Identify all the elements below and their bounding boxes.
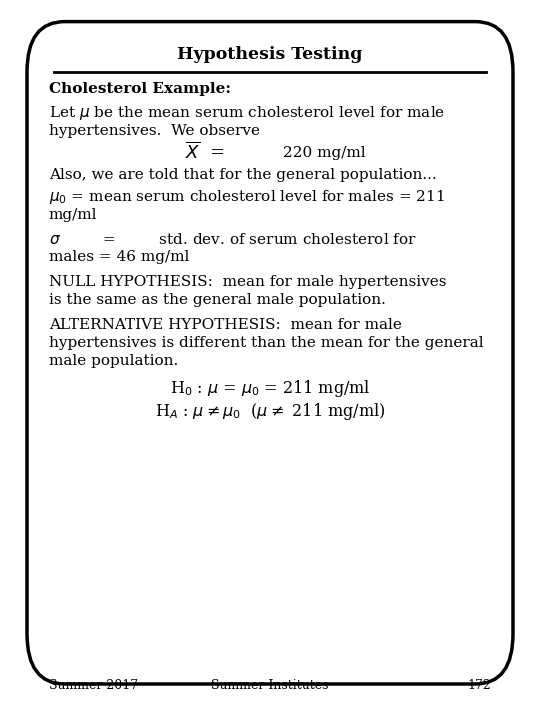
Text: Let $\mu$ be the mean serum cholesterol level for male: Let $\mu$ be the mean serum cholesterol … (49, 104, 445, 122)
Text: Summer Institutes: Summer Institutes (211, 679, 329, 692)
Text: $\overline{X}$  =: $\overline{X}$ = (185, 142, 225, 163)
Text: H$_0$ : $\mu$ = $\mu_0$ = 211 mg/ml: H$_0$ : $\mu$ = $\mu_0$ = 211 mg/ml (170, 378, 370, 400)
Text: is the same as the general male population.: is the same as the general male populati… (49, 293, 386, 307)
Text: mg/ml: mg/ml (49, 207, 97, 222)
Text: Summer 2017: Summer 2017 (49, 679, 138, 692)
Text: males = 46 mg/ml: males = 46 mg/ml (49, 250, 189, 264)
Text: NULL HYPOTHESIS:  mean for male hypertensives: NULL HYPOTHESIS: mean for male hypertens… (49, 275, 446, 289)
Text: 172: 172 (468, 679, 491, 692)
Text: Also, we are told that for the general population...: Also, we are told that for the general p… (49, 168, 436, 182)
Text: $\sigma$         =         std. dev. of serum cholesterol for: $\sigma$ = std. dev. of serum cholestero… (49, 232, 416, 246)
FancyBboxPatch shape (27, 22, 513, 684)
Text: ALTERNATIVE HYPOTHESIS:  mean for male: ALTERNATIVE HYPOTHESIS: mean for male (49, 318, 401, 333)
Text: $\mu_0$ = mean serum cholesterol level for males = 211: $\mu_0$ = mean serum cholesterol level f… (49, 188, 444, 206)
Text: hypertensives is different than the mean for the general: hypertensives is different than the mean… (49, 336, 483, 351)
Text: H$_A$ : $\mu \neq \mu_0$  ($\mu \neq$ 211 mg/ml): H$_A$ : $\mu \neq \mu_0$ ($\mu \neq$ 211… (155, 401, 385, 423)
Text: Hypothesis Testing: Hypothesis Testing (177, 46, 363, 63)
Text: Cholesterol Example:: Cholesterol Example: (49, 82, 231, 96)
Text: 220 mg/ml: 220 mg/ml (282, 145, 366, 160)
Text: male population.: male population. (49, 354, 178, 369)
Text: hypertensives.  We observe: hypertensives. We observe (49, 124, 260, 138)
